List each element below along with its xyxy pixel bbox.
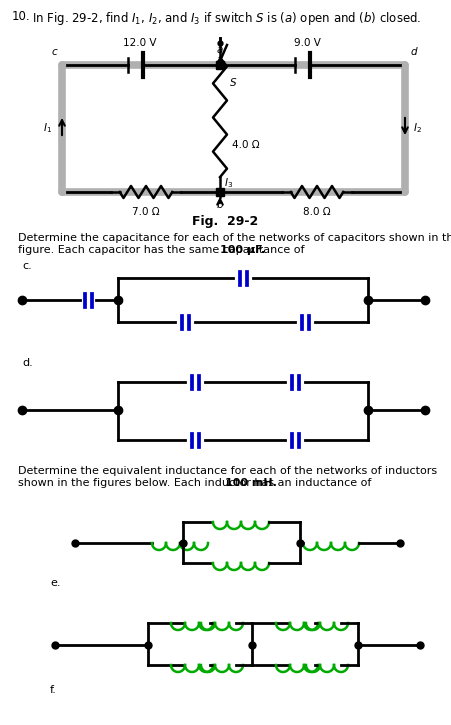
Text: a: a <box>217 45 223 55</box>
Text: figure. Each capacitor has the same capacitance of: figure. Each capacitor has the same capa… <box>18 245 308 255</box>
Text: 9.0 V: 9.0 V <box>294 38 321 48</box>
Text: b: b <box>216 200 223 210</box>
Text: Determine the equivalent inductance for each of the networks of inductors: Determine the equivalent inductance for … <box>18 466 437 476</box>
Text: 100 μF.: 100 μF. <box>220 245 265 255</box>
Text: $I_3$: $I_3$ <box>224 176 233 190</box>
Text: shown in the figures below. Each inductor has an inductance of: shown in the figures below. Each inducto… <box>18 478 375 488</box>
Text: 8.0 Ω: 8.0 Ω <box>303 207 331 217</box>
Text: d.: d. <box>22 358 33 368</box>
Text: e.: e. <box>50 578 60 588</box>
Text: 4.0 Ω: 4.0 Ω <box>232 140 260 150</box>
Text: $I_2$: $I_2$ <box>413 121 422 135</box>
Text: Determine the capacitance for each of the networks of capacitors shown in the: Determine the capacitance for each of th… <box>18 233 451 243</box>
Text: 12.0 V: 12.0 V <box>123 38 157 48</box>
Text: f.: f. <box>50 685 57 695</box>
Text: 10.: 10. <box>12 10 31 23</box>
Text: 7.0 Ω: 7.0 Ω <box>132 207 160 217</box>
Text: 100 mH.: 100 mH. <box>225 478 277 488</box>
Text: d: d <box>411 47 418 57</box>
Text: c: c <box>51 47 57 57</box>
Text: c.: c. <box>22 261 32 271</box>
Text: Fig.  29-2: Fig. 29-2 <box>192 215 258 228</box>
Text: $I_1$: $I_1$ <box>43 121 52 135</box>
Text: S: S <box>230 78 237 88</box>
Text: In Fig. 29-2, find $I_1$, $I_2$, and $I_3$ if switch $S$ is ($a$) open and ($b$): In Fig. 29-2, find $I_1$, $I_2$, and $I_… <box>32 10 422 27</box>
